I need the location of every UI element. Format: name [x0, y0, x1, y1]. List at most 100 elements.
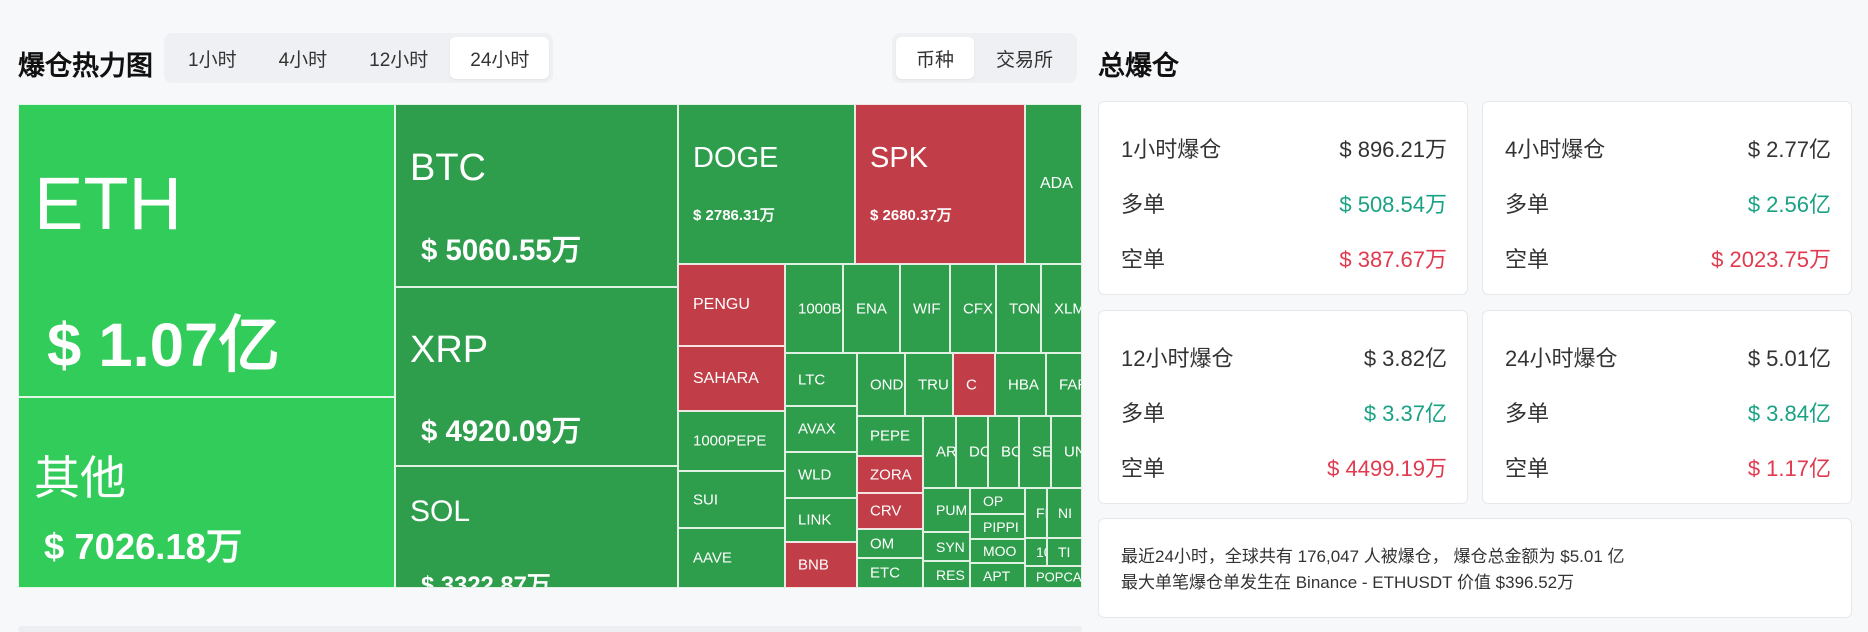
tab-1h[interactable]: 1小时	[188, 49, 237, 71]
tile-ena[interactable]: ENA	[843, 264, 900, 353]
tile-tru[interactable]: TRU	[905, 353, 953, 416]
tile-om[interactable]: OM	[857, 529, 923, 558]
tile-symbol: AVAX	[798, 420, 836, 438]
tile-symbol: C	[966, 376, 977, 393]
tile-symbol: DC	[969, 443, 987, 461]
tile-doge[interactable]: DOGE $ 2786.31万	[678, 104, 855, 264]
tile-c[interactable]: C	[953, 353, 995, 416]
tile-symbol: SUI	[693, 491, 719, 508]
card-total: $ 2.77亿	[1747, 137, 1831, 162]
tab-by-exchange[interactable]: 交易所	[996, 49, 1054, 71]
tile-un[interactable]: UN	[1051, 416, 1082, 488]
long-label: 多单	[1121, 192, 1166, 217]
tile-symbol: ADA	[1040, 175, 1073, 192]
tile-cfx[interactable]: CFX	[950, 264, 996, 353]
heatmap-title: 爆仓热力图	[18, 51, 153, 81]
tile-zora[interactable]: ZORA	[857, 456, 923, 493]
tile-aave[interactable]: AAVE	[678, 528, 785, 588]
long-value: $ 2.56亿	[1747, 192, 1831, 217]
tile-crv[interactable]: CRV	[857, 493, 923, 529]
tile-sui[interactable]: SUI	[678, 471, 785, 528]
short-label: 空单	[1505, 247, 1550, 272]
tile-btc[interactable]: BTC $ 5060.55万	[395, 104, 678, 287]
tile-ar[interactable]: AR	[923, 416, 956, 488]
tile-symbol: OM	[870, 535, 895, 552]
tile-ond[interactable]: OND	[857, 353, 905, 416]
tile-symbol: LINK	[798, 511, 832, 529]
tile-moo[interactable]: MOO	[970, 539, 1025, 563]
tile-res[interactable]: RES	[923, 561, 970, 588]
short-value: $ 1.17亿	[1747, 456, 1831, 481]
tile-ton[interactable]: TON	[996, 264, 1041, 353]
short-value: $ 4499.19万	[1327, 456, 1447, 481]
tile-value: $ 1.07亿	[47, 311, 280, 380]
tile-bnb[interactable]: BNB	[785, 542, 857, 588]
card-total: $ 3.82亿	[1363, 346, 1447, 371]
long-value: $ 3.84亿	[1747, 401, 1831, 426]
tile-other[interactable]: 其他 $ 7026.18万	[18, 397, 395, 588]
tab-4h[interactable]: 4小时	[278, 49, 328, 71]
tile-symbol: WLD	[798, 466, 832, 484]
tile-pum[interactable]: PUM	[923, 488, 970, 532]
tab-12h[interactable]: 12小时	[369, 49, 429, 71]
tile-value: $ 7026.18万	[44, 526, 243, 567]
tile-xlm[interactable]: XLM	[1041, 264, 1082, 353]
tile-se[interactable]: SE	[1019, 416, 1051, 488]
tile-symbol: 其他	[34, 452, 126, 504]
tile-value: $ 5060.55万	[421, 234, 582, 267]
liquidation-summary-note: 最近24小时，全球共有 176,047 人被爆仓， 爆仓总金额为 $5.01 亿…	[1098, 518, 1852, 618]
tile-symbol: 10	[1036, 544, 1046, 560]
tile-ltc[interactable]: LTC	[785, 353, 857, 406]
tile-pippi[interactable]: PIPPI	[970, 514, 1025, 539]
tile-ti[interactable]: TI	[1047, 538, 1082, 566]
tile-symbol: CFX	[963, 300, 993, 317]
tile-syn[interactable]: SYN	[923, 532, 970, 561]
tile-wld[interactable]: WLD	[785, 452, 857, 498]
tile-symbol: LTC	[798, 371, 826, 388]
tile-xrp[interactable]: XRP $ 4920.09万	[395, 287, 678, 466]
tile-ni[interactable]: NI	[1047, 488, 1082, 538]
tile-sol[interactable]: SOL $ 3322.87万	[395, 466, 678, 588]
tile-spk[interactable]: SPK $ 2680.37万	[855, 104, 1025, 264]
tile-wif[interactable]: WIF	[900, 264, 950, 353]
tile-symbol: AR	[936, 443, 956, 461]
tile-symbol: 1000PEPE	[693, 432, 767, 450]
tile-apt[interactable]: APT	[970, 563, 1025, 588]
tile-fi[interactable]: FI	[1025, 488, 1047, 538]
short-label: 空单	[1121, 247, 1166, 272]
tile-symbol: AAVE	[693, 549, 732, 567]
tile-symbol: TI	[1058, 544, 1071, 560]
summary-title: 总爆仓	[1098, 51, 1179, 81]
tab-24h[interactable]: 24小时	[450, 37, 550, 79]
tile-hba[interactable]: HBA	[995, 353, 1046, 416]
tile-ada[interactable]: ADA	[1025, 104, 1082, 264]
time-range-tabs: 1小时 4小时 12小时 24小时	[164, 33, 554, 83]
tile-avax[interactable]: AVAX	[785, 406, 857, 452]
tile-bc[interactable]: BC	[988, 416, 1019, 488]
tile-symbol: PIPPI	[983, 518, 1019, 535]
tile-symbol: BC	[1001, 443, 1018, 461]
tile-symbol: WIF	[913, 300, 941, 317]
tile-symbol: MOO	[983, 543, 1017, 559]
tile-eth[interactable]: ETH $ 1.07亿	[18, 104, 395, 397]
card-1h: 1小时爆仓 $ 896.21万 多单 $ 508.54万 空单 $ 387.67万	[1098, 101, 1468, 295]
tab-by-coin[interactable]: 币种	[896, 37, 975, 79]
tile-link[interactable]: LINK	[785, 498, 857, 542]
tile-symbol: ZORA	[870, 466, 912, 483]
tile-1000pepe[interactable]: 1000PEPE	[678, 411, 785, 471]
tile-far[interactable]: FAR	[1046, 353, 1082, 416]
tile-popca[interactable]: POPCA	[1025, 566, 1082, 588]
tile-symbol: XRP	[410, 329, 489, 371]
tile-pepe[interactable]: PEPE	[857, 416, 923, 456]
tile-op[interactable]: OP	[970, 488, 1025, 514]
tile-1000b[interactable]: 1000B	[785, 264, 843, 353]
card-label: 4小时爆仓	[1505, 137, 1606, 162]
card-label: 24小时爆仓	[1505, 346, 1618, 371]
tile-dc[interactable]: DC	[956, 416, 988, 488]
tile-sahara[interactable]: SAHARA	[678, 346, 785, 411]
tile-pengu[interactable]: PENGU	[678, 264, 785, 346]
tile-etc[interactable]: ETC	[857, 558, 923, 588]
scroll-divider	[18, 626, 1082, 632]
tile-symbol: FAR	[1059, 376, 1081, 393]
tile-10[interactable]: 10	[1025, 538, 1047, 566]
